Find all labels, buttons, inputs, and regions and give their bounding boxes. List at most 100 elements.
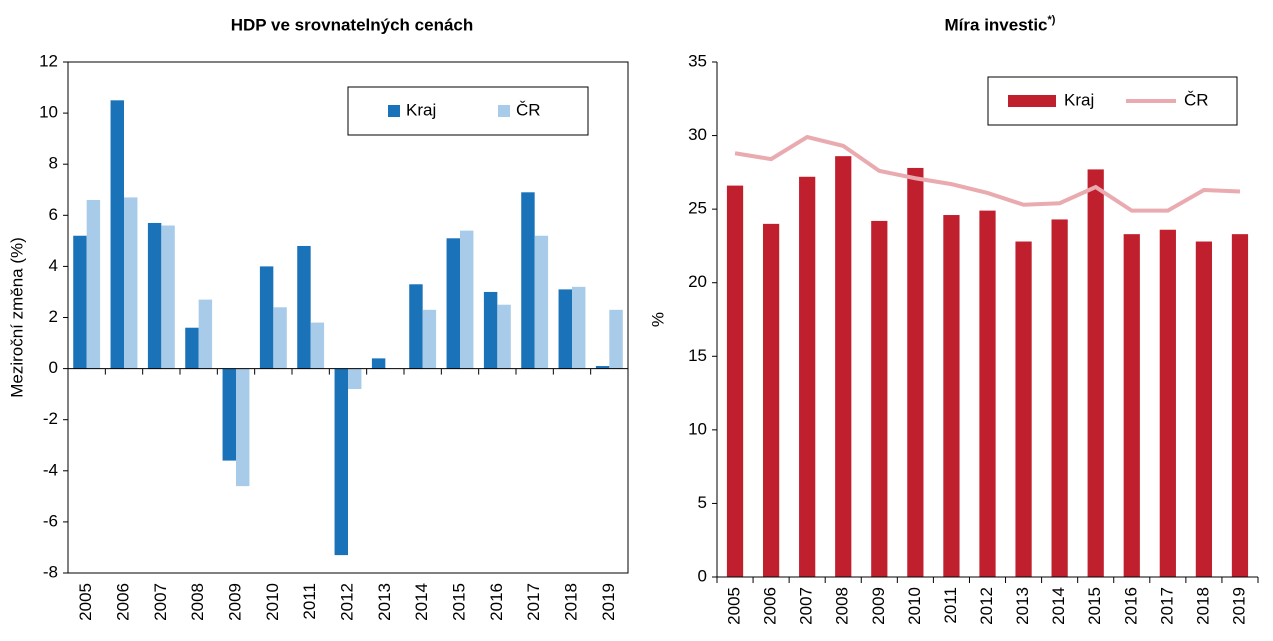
- x-tick-label: 2009: [869, 587, 888, 625]
- y-tick-label: 6: [49, 205, 58, 224]
- y-tick-label: 8: [49, 154, 58, 173]
- x-tick-label: 2014: [412, 583, 431, 621]
- x-tick-label: 2006: [761, 587, 780, 625]
- x-tick-label: 2011: [300, 583, 319, 620]
- y-tick-label: -4: [43, 460, 58, 479]
- bar: [73, 235, 87, 369]
- bar: [1015, 241, 1032, 577]
- bar: [273, 307, 287, 369]
- bar: [334, 368, 348, 556]
- bar: [198, 299, 213, 369]
- x-tick-label: 2012: [337, 583, 356, 621]
- y-tick-label: 35: [688, 51, 707, 70]
- bar: [110, 100, 124, 369]
- bar: [595, 366, 610, 369]
- bar: [799, 176, 816, 577]
- x-tick-label: 2014: [1049, 587, 1068, 625]
- bar: [185, 327, 199, 369]
- y-tick-label: -8: [43, 562, 58, 581]
- legend-label: ČR: [1184, 90, 1209, 109]
- x-tick-label: 2007: [151, 583, 170, 621]
- bar: [446, 238, 460, 369]
- x-tick-label: 2017: [1157, 587, 1176, 625]
- x-tick-label: 2015: [449, 583, 468, 621]
- bar: [534, 235, 549, 369]
- bar: [422, 309, 437, 369]
- bar: [348, 368, 362, 390]
- bar: [460, 230, 474, 369]
- bar: [297, 245, 311, 369]
- y-tick-label: 4: [49, 256, 58, 275]
- bar: [147, 222, 162, 369]
- x-tick-label: 2013: [1013, 587, 1032, 625]
- bar: [310, 322, 325, 369]
- x-tick-label: 2015: [1085, 587, 1104, 625]
- y-tick-label: 25: [688, 199, 707, 218]
- title-note: *): [1048, 14, 1056, 26]
- x-tick-label: 2010: [263, 583, 282, 621]
- bar: [979, 210, 996, 577]
- x-tick-label: 2007: [797, 587, 816, 625]
- x-tick-label: 2012: [977, 587, 996, 625]
- x-tick-label: 2018: [561, 583, 580, 621]
- x-tick-label: 2016: [1121, 587, 1140, 625]
- legend-label: Kraj: [1064, 90, 1094, 109]
- bar: [86, 199, 101, 369]
- y-tick-label: 2: [49, 307, 58, 326]
- y-tick-label: 15: [688, 346, 707, 365]
- bar: [236, 368, 250, 487]
- bar: [871, 220, 888, 577]
- bar: [609, 309, 623, 369]
- x-tick-label: 2010: [905, 587, 924, 625]
- x-tick-label: 2018: [1193, 587, 1212, 625]
- x-tick-label: 2005: [76, 583, 95, 621]
- y-tick-label: 5: [698, 493, 707, 512]
- y-tick-label: 0: [49, 358, 58, 377]
- bar: [161, 225, 175, 369]
- bar: [1123, 234, 1140, 577]
- plot-frame: [67, 61, 629, 574]
- x-tick-label: 2008: [833, 587, 852, 625]
- legend-swatch: [388, 105, 400, 117]
- y-tick-label: 20: [688, 272, 707, 291]
- bar: [222, 368, 236, 461]
- y-tick-label: 12: [39, 51, 58, 70]
- bar: [762, 223, 780, 577]
- x-tick-label: 2008: [188, 583, 207, 621]
- y-tick-label: 10: [688, 419, 707, 438]
- legend-label: Kraj: [406, 100, 436, 119]
- legend-label: ČR: [516, 100, 541, 119]
- bar: [1231, 234, 1249, 577]
- bar: [1195, 241, 1213, 577]
- bar: [259, 266, 274, 369]
- bar: [558, 289, 572, 369]
- y-tick-label: 10: [39, 103, 58, 122]
- x-tick-label: 2016: [487, 583, 506, 621]
- x-tick-label: 2013: [375, 583, 394, 621]
- legend-box: [347, 86, 589, 136]
- bar: [1087, 169, 1104, 577]
- y-tick-label: -2: [43, 409, 58, 428]
- bar: [124, 197, 138, 369]
- bar: [1051, 219, 1068, 577]
- line: [734, 134, 1241, 213]
- x-tick-label: 2019: [599, 583, 618, 621]
- legend-swatch: [1008, 95, 1056, 107]
- x-tick-label: 2019: [1229, 587, 1248, 625]
- y-tick-label: 0: [698, 566, 707, 585]
- bar: [835, 156, 852, 577]
- bar: [371, 358, 386, 369]
- chart-title: Míra investic*): [945, 14, 1056, 35]
- y-tick-label: 30: [688, 125, 707, 144]
- x-tick-label: 2011: [941, 587, 960, 624]
- y-tick-label: -6: [43, 511, 58, 530]
- bar: [907, 167, 924, 577]
- bar: [483, 291, 498, 369]
- bar: [572, 286, 586, 369]
- x-tick-label: 2009: [225, 583, 244, 621]
- bar: [1159, 229, 1176, 577]
- y-axis-label: %: [648, 312, 667, 327]
- chart-title: HDP ve srovnatelných cenách: [231, 15, 474, 34]
- bar: [497, 304, 511, 369]
